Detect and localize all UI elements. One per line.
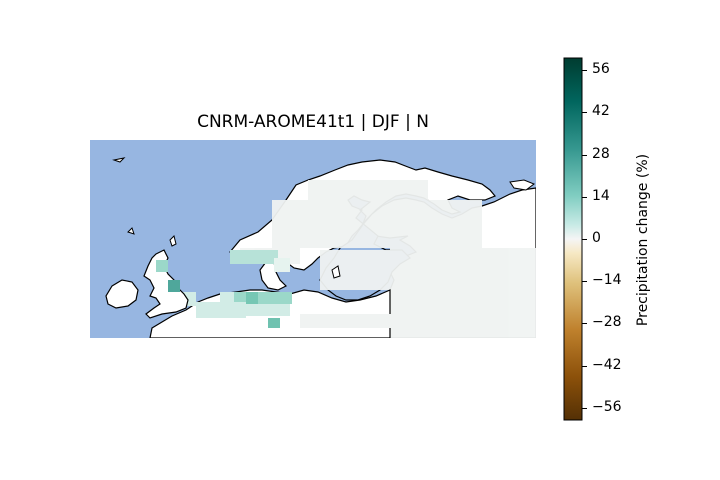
colorbar-tick-mark [582,196,587,198]
colorbar-tick-mark [582,239,587,240]
colorbar-label: Precipitation change (%) [635,153,651,327]
colorbar-tick-label: −42 [592,356,622,373]
colorbar-tick-label: −14 [592,272,622,289]
colorbar-tick-label: 42 [592,103,610,120]
colorbar-tick-label: 56 [592,61,610,78]
colorbar-gradient [563,57,583,421]
colorbar-tick-label: 0 [592,230,601,246]
precip-cell-gb [156,260,168,272]
colorbar-tick-mark [582,154,587,156]
land-ireland [105,279,139,309]
colorbar-tick-mark [582,281,587,283]
colorbar-tick-mark [582,323,587,325]
colorbar-tick-mark [582,112,587,114]
land-shetland [169,235,177,247]
colorbar-tick-mark [582,365,587,367]
precipitation-map [90,140,536,338]
map-title: CNRM-AROME41t1 | DJF | N [197,112,429,132]
land-great-britain [143,249,189,319]
colorbar [563,57,583,421]
land-iceland-edge [112,157,126,163]
colorbar-tick-mark [582,407,587,409]
land-faroe [127,227,135,235]
colorbar-tick-label: −28 [592,314,622,331]
colorbar-tick-label: −56 [592,398,622,415]
colorbar-tick-mark [582,70,587,72]
land-svalbard-edge [509,179,536,191]
colorbar-tick-label: 14 [592,187,610,204]
precip-cell-gb-east [168,280,180,292]
colorbar-tick-label: 28 [592,145,610,162]
land-gotland [331,265,341,279]
